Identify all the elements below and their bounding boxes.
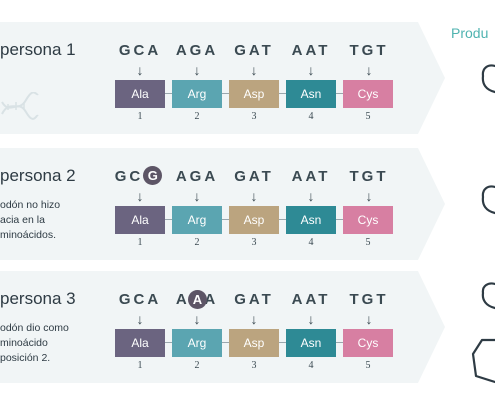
codon: GAT: [234, 168, 274, 185]
position-index: 4: [308, 237, 314, 248]
codon: GAT: [234, 42, 274, 59]
amino-acid-asp: Asp: [229, 329, 279, 357]
amino-acid-ala: Ala: [115, 329, 165, 357]
codon: AGA: [175, 42, 219, 59]
panel-title: persona 1: [0, 40, 76, 59]
position-index: 2: [194, 111, 200, 122]
amino-acid-arg: Arg: [172, 329, 222, 357]
amino-acid-asn: Asn: [286, 80, 336, 108]
codon-text: GC: [114, 168, 144, 185]
amino-acid-arg: Arg: [172, 206, 222, 234]
position-index: 1: [137, 237, 143, 248]
codon: AAT: [291, 42, 331, 59]
codon: GCA: [118, 291, 162, 308]
panel-title: persona 3: [0, 289, 76, 308]
dna-icon: [1, 92, 39, 120]
position-index: 3: [251, 237, 257, 248]
panel-description: odón dio como minoácido posición 2.: [0, 322, 69, 364]
codon: AAT: [291, 168, 331, 185]
arrow-down-icon: ↓: [193, 188, 201, 204]
position-index: 5: [365, 360, 371, 371]
amino-acid-ala: Ala: [115, 206, 165, 234]
position-index: 4: [308, 111, 314, 122]
panel-title: persona 2: [0, 166, 76, 185]
amino-acid-asp: Asp: [229, 80, 279, 108]
panel-persona-2: persona 2 odón no hizo acia en la minoác…: [0, 148, 445, 260]
position-index: 5: [365, 111, 371, 122]
position-index: 1: [137, 111, 143, 122]
arrow-down-icon: ↓: [307, 188, 315, 204]
mutated-base-badge: G: [143, 166, 163, 185]
arrow-down-icon: ↓: [365, 62, 373, 78]
codon-mutated: GC G: [112, 166, 168, 188]
position-index: 2: [194, 360, 200, 371]
codon: AAT: [291, 291, 331, 308]
amino-acid-asn: Asn: [286, 206, 336, 234]
panel-description: odón no hizo acia en la minoácidos.: [0, 199, 61, 241]
panel-persona-1: persona 1 GCA AGA GAT AAT TGT ↓ ↓ ↓ ↓ ↓ …: [0, 22, 445, 134]
arrow-down-icon: ↓: [193, 62, 201, 78]
arrow-down-icon: ↓: [365, 188, 373, 204]
codon: TGT: [349, 168, 389, 185]
amino-acid-ala: Ala: [115, 80, 165, 108]
position-index: 5: [365, 237, 371, 248]
position-index: 1: [137, 360, 143, 371]
codon: TGT: [349, 42, 389, 59]
arrow-down-icon: ↓: [250, 188, 258, 204]
arrow-down-icon: ↓: [250, 311, 258, 327]
codon: TGT: [349, 291, 389, 308]
arrow-down-icon: ↓: [250, 62, 258, 78]
amino-acid-cys: Cys: [343, 80, 393, 108]
codon: GAT: [234, 291, 274, 308]
arrow-down-icon: ↓: [136, 62, 144, 78]
amino-acid-asn: Asn: [286, 329, 336, 357]
arrow-down-icon: ↓: [307, 62, 315, 78]
arrow-down-icon: ↓: [365, 311, 373, 327]
amino-acid-cys: Cys: [343, 329, 393, 357]
codon: GCA: [118, 42, 162, 59]
position-index: 3: [251, 111, 257, 122]
protein-shape-mutated: [471, 338, 495, 384]
position-index: 3: [251, 360, 257, 371]
protein-shape-1: [481, 64, 495, 94]
codon: AGA: [175, 168, 219, 185]
amino-acid-cys: Cys: [343, 206, 393, 234]
mutated-base-badge: A: [188, 290, 207, 309]
amino-acid-asp: Asp: [229, 206, 279, 234]
panel-persona-3: persona 3 odón dio como minoácido posici…: [0, 271, 445, 383]
arrow-down-icon: ↓: [136, 311, 144, 327]
protein-shape-2: [481, 185, 495, 215]
amino-acid-arg: Arg: [172, 80, 222, 108]
product-column-header: Produ: [451, 25, 489, 41]
protein-shape-3: [481, 282, 495, 310]
position-index: 4: [308, 360, 314, 371]
arrow-down-icon: ↓: [136, 188, 144, 204]
arrow-down-icon: ↓: [307, 311, 315, 327]
arrow-down-icon: ↓: [193, 311, 201, 327]
position-index: 2: [194, 237, 200, 248]
